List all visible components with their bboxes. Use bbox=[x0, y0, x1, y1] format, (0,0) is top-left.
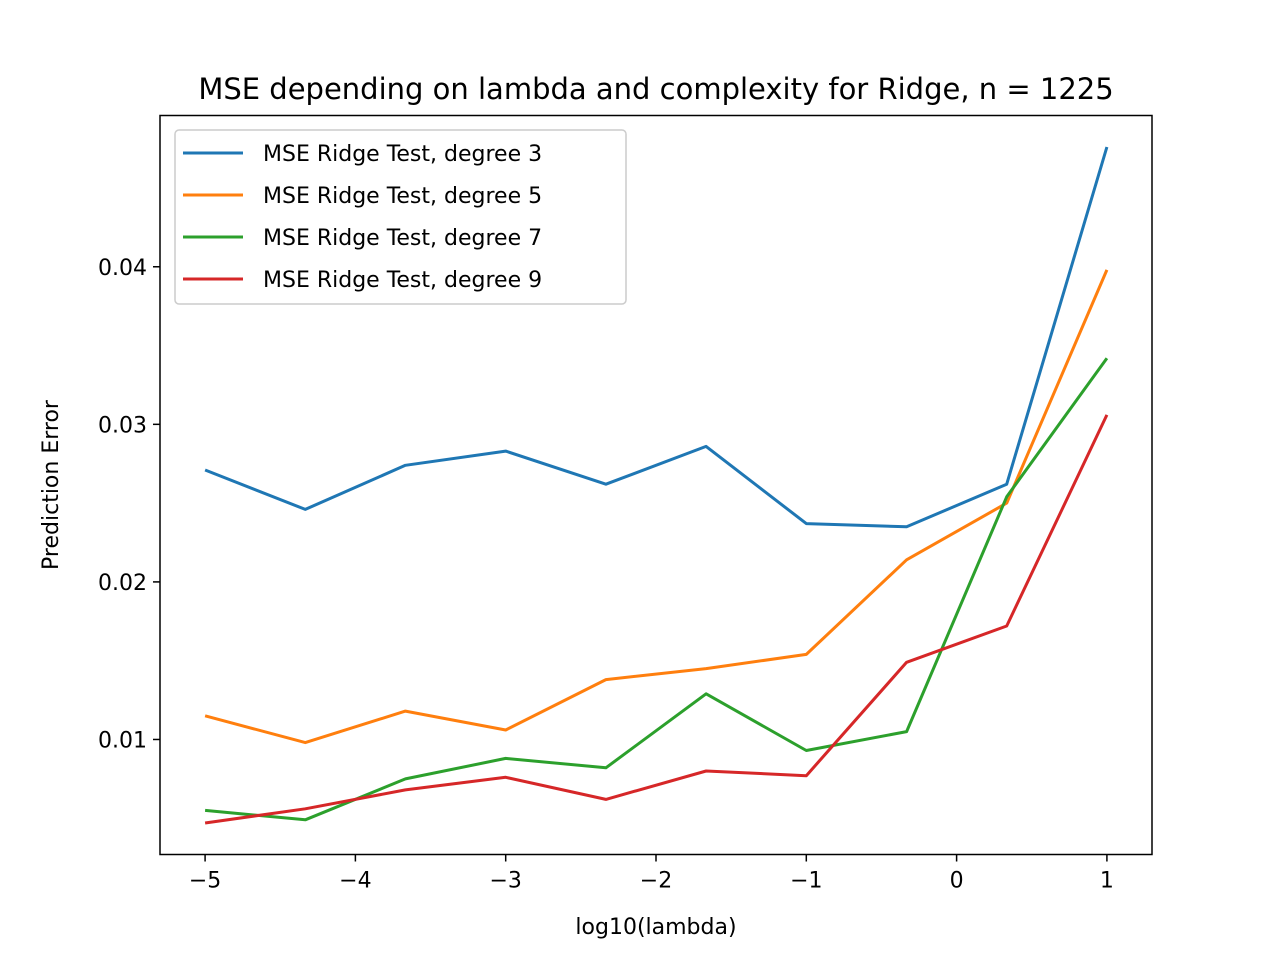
series-line-4 bbox=[204, 414, 1109, 825]
legend-box bbox=[174, 129, 627, 305]
x-axis: −5 −4 −3 −2 −1 0 1 bbox=[189, 854, 1114, 894]
legend-label-4: MSE Ridge Test, degree 9 bbox=[263, 268, 542, 293]
y-tick-label: 0.02 bbox=[98, 571, 147, 596]
series-line-2 bbox=[204, 269, 1109, 745]
x-tick-label: −3 bbox=[489, 869, 521, 894]
y-tick-label: 0.01 bbox=[98, 728, 147, 753]
x-axis-label: log10(lambda) bbox=[575, 915, 736, 940]
x-tick-label: −4 bbox=[339, 869, 371, 894]
x-tick-label: 0 bbox=[950, 869, 964, 894]
x-tick-label: 1 bbox=[1100, 869, 1114, 894]
series-layer bbox=[204, 146, 1109, 825]
y-tick-label: 0.04 bbox=[98, 256, 147, 281]
chart-title: MSE depending on lambda and complexity f… bbox=[198, 72, 1113, 106]
series-line-1 bbox=[204, 146, 1109, 529]
legend-label-3: MSE Ridge Test, degree 7 bbox=[263, 226, 542, 251]
y-axis: 0.01 0.02 0.03 0.04 bbox=[98, 256, 160, 753]
legend-label-1: MSE Ridge Test, degree 3 bbox=[263, 142, 542, 167]
x-tick-label: −2 bbox=[640, 869, 672, 894]
legend: MSE Ridge Test, degree 3 MSE Ridge Test, … bbox=[174, 129, 627, 305]
y-tick-label: 0.03 bbox=[98, 413, 147, 438]
x-tick-label: −5 bbox=[189, 869, 221, 894]
y-axis-label: Prediction Error bbox=[39, 399, 64, 570]
legend-label-2: MSE Ridge Test, degree 5 bbox=[263, 184, 542, 209]
x-tick-label: −1 bbox=[790, 869, 822, 894]
